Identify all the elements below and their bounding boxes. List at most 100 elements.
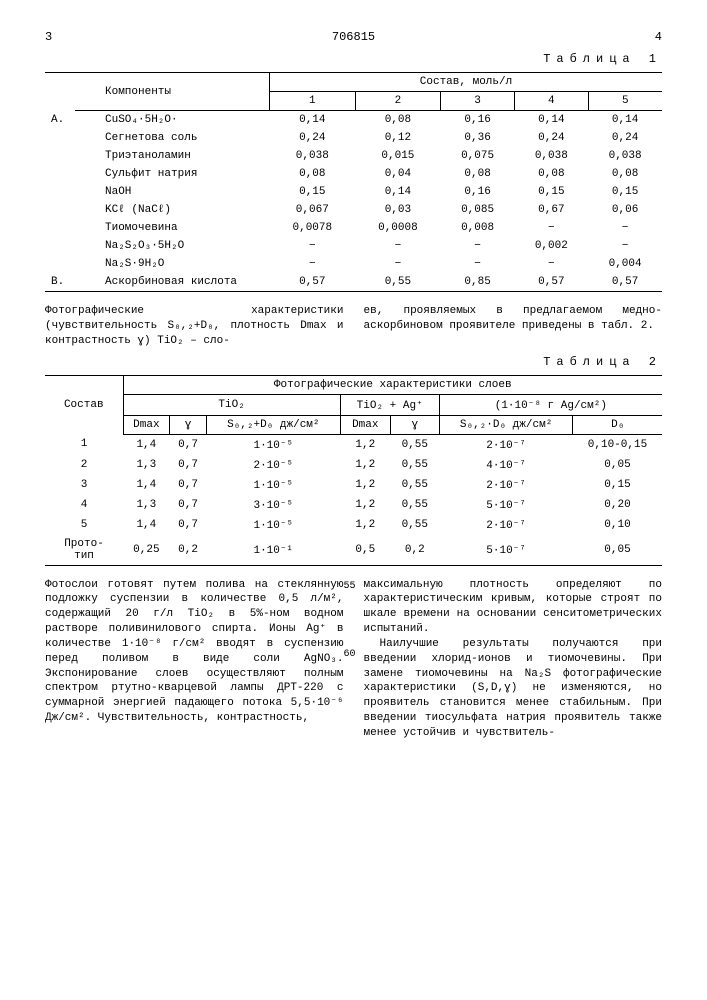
t2-value: 5·10⁻⁷ xyxy=(439,495,573,515)
t2-col-sostav: Состав xyxy=(45,375,123,434)
t2-value: 1,3 xyxy=(123,455,170,475)
t2-sostav: 1 xyxy=(45,434,123,455)
t1-value: − xyxy=(270,237,356,255)
t2-value: 1,4 xyxy=(123,434,170,455)
t2-value: 0,05 xyxy=(573,535,662,566)
bottom-paragraph: Фотослои готовят путем полива на стеклян… xyxy=(45,578,662,741)
t1-value: 0,08 xyxy=(588,165,662,183)
t1-value: 0,24 xyxy=(270,129,356,147)
t2-value: 0,7 xyxy=(170,455,207,475)
t1-section xyxy=(45,147,75,165)
t1-value: 0,57 xyxy=(588,273,662,292)
t1-value: 0,004 xyxy=(588,255,662,273)
t1-value: 0,67 xyxy=(514,201,588,219)
t2-value: 2·10⁻⁷ xyxy=(439,434,573,455)
t1-value: − xyxy=(355,255,441,273)
t2-value: 0,2 xyxy=(170,535,207,566)
t1-value: − xyxy=(441,255,515,273)
t1-value: 0,08 xyxy=(441,165,515,183)
t1-component: Na₂S₂O₃·5H₂O xyxy=(75,237,270,255)
t1-value: 0,15 xyxy=(270,183,356,201)
t2-value: 1·10⁻¹ xyxy=(206,535,340,566)
table-2: Состав Фотографические характеристики сл… xyxy=(45,375,662,566)
t1-value: 0,57 xyxy=(270,273,356,292)
t2-value: 0,7 xyxy=(170,434,207,455)
t1-component: Na₂S·9H₂O xyxy=(75,255,270,273)
t2-value: 2·10⁻⁷ xyxy=(439,515,573,535)
t1-value: 0,0008 xyxy=(355,219,441,237)
t2-value: 0,55 xyxy=(390,455,439,475)
page-num-right: 4 xyxy=(655,30,662,44)
t2-sostav: 5 xyxy=(45,515,123,535)
t1-section xyxy=(45,201,75,219)
t1-value: − xyxy=(514,255,588,273)
t1-value: 0,57 xyxy=(514,273,588,292)
t1-value: 0,008 xyxy=(441,219,515,237)
t1-value: 0,36 xyxy=(441,129,515,147)
t2-value: 4·10⁻⁷ xyxy=(439,455,573,475)
t2-value: 2·10⁻⁵ xyxy=(206,455,340,475)
t1-component: CuSO₄·5H₂O· xyxy=(75,111,270,130)
t1-value: − xyxy=(588,237,662,255)
t1-section xyxy=(45,219,75,237)
t2-value: 0,15 xyxy=(573,475,662,495)
t1-section: В. xyxy=(45,273,75,292)
mid-para-left: Фотографические характеристики (чувствит… xyxy=(45,304,344,349)
t2-value: 0,20 xyxy=(573,495,662,515)
t1-value: 0,15 xyxy=(588,183,662,201)
t2-value: 0,7 xyxy=(170,515,207,535)
t1-component: Сульфит натрия xyxy=(75,165,270,183)
bottom-para-right: 55 60 максимальную плотность определяют … xyxy=(364,578,663,741)
t1-value: 0,14 xyxy=(355,183,441,201)
t1-value: 0,08 xyxy=(355,111,441,130)
t1-component: KCℓ (NaCℓ) xyxy=(75,201,270,219)
t1-value: 0,55 xyxy=(355,273,441,292)
t1-value: 0,85 xyxy=(441,273,515,292)
t1-value: 0,08 xyxy=(270,165,356,183)
t1-value: − xyxy=(355,237,441,255)
mid-paragraph: Фотографические характеристики (чувствит… xyxy=(45,304,662,349)
t2-value: 1,4 xyxy=(123,475,170,495)
t1-section xyxy=(45,165,75,183)
t2-value: 0,55 xyxy=(390,434,439,455)
t1-value: 0,15 xyxy=(514,183,588,201)
t2-value: 1,2 xyxy=(340,515,390,535)
t1-value: 0,038 xyxy=(270,147,356,165)
t1-value: 0,14 xyxy=(270,111,356,130)
page-header: 3 706815 4 xyxy=(45,30,662,44)
table-1: Компоненты Состав, моль/л 1 2 3 4 5 А.Cu… xyxy=(45,72,662,292)
t1-value: 0,24 xyxy=(514,129,588,147)
t1-value: 0,04 xyxy=(355,165,441,183)
t1-value: 0,24 xyxy=(588,129,662,147)
page-num-left: 3 xyxy=(45,30,52,44)
t1-col-group: Состав, моль/л xyxy=(270,73,663,92)
t1-value: 0,038 xyxy=(588,147,662,165)
t1-value: 0,06 xyxy=(588,201,662,219)
t2-sub-tio2ag: TiO₂ + Ag⁺ xyxy=(340,394,439,415)
t1-component: Триэтаноламин xyxy=(75,147,270,165)
t1-value: 0,002 xyxy=(514,237,588,255)
t1-value: 0,14 xyxy=(588,111,662,130)
t1-value: 0,085 xyxy=(441,201,515,219)
t2-sostav: Прото- тип xyxy=(45,535,123,566)
t1-value: 0,14 xyxy=(514,111,588,130)
t2-value: 0,05 xyxy=(573,455,662,475)
t1-value: − xyxy=(441,237,515,255)
t1-component: Сегнетова соль xyxy=(75,129,270,147)
t2-value: 1,2 xyxy=(340,475,390,495)
t2-sub-units: (1·10⁻⁸ г Ag/см²) xyxy=(439,394,662,415)
t1-section xyxy=(45,183,75,201)
t2-sostav: 4 xyxy=(45,495,123,515)
t2-value: 2·10⁻⁷ xyxy=(439,475,573,495)
t1-section xyxy=(45,237,75,255)
t2-sub-tio2: TiO₂ xyxy=(123,394,340,415)
t2-value: 0,25 xyxy=(123,535,170,566)
t2-value: 5·10⁻⁷ xyxy=(439,535,573,566)
t1-col-components: Компоненты xyxy=(75,73,270,111)
t1-value: 0,038 xyxy=(514,147,588,165)
t1-value: 0,0078 xyxy=(270,219,356,237)
t2-value: 1,3 xyxy=(123,495,170,515)
t1-component: Тиомочевина xyxy=(75,219,270,237)
t2-value: 1,2 xyxy=(340,495,390,515)
patent-number: 706815 xyxy=(332,30,375,44)
